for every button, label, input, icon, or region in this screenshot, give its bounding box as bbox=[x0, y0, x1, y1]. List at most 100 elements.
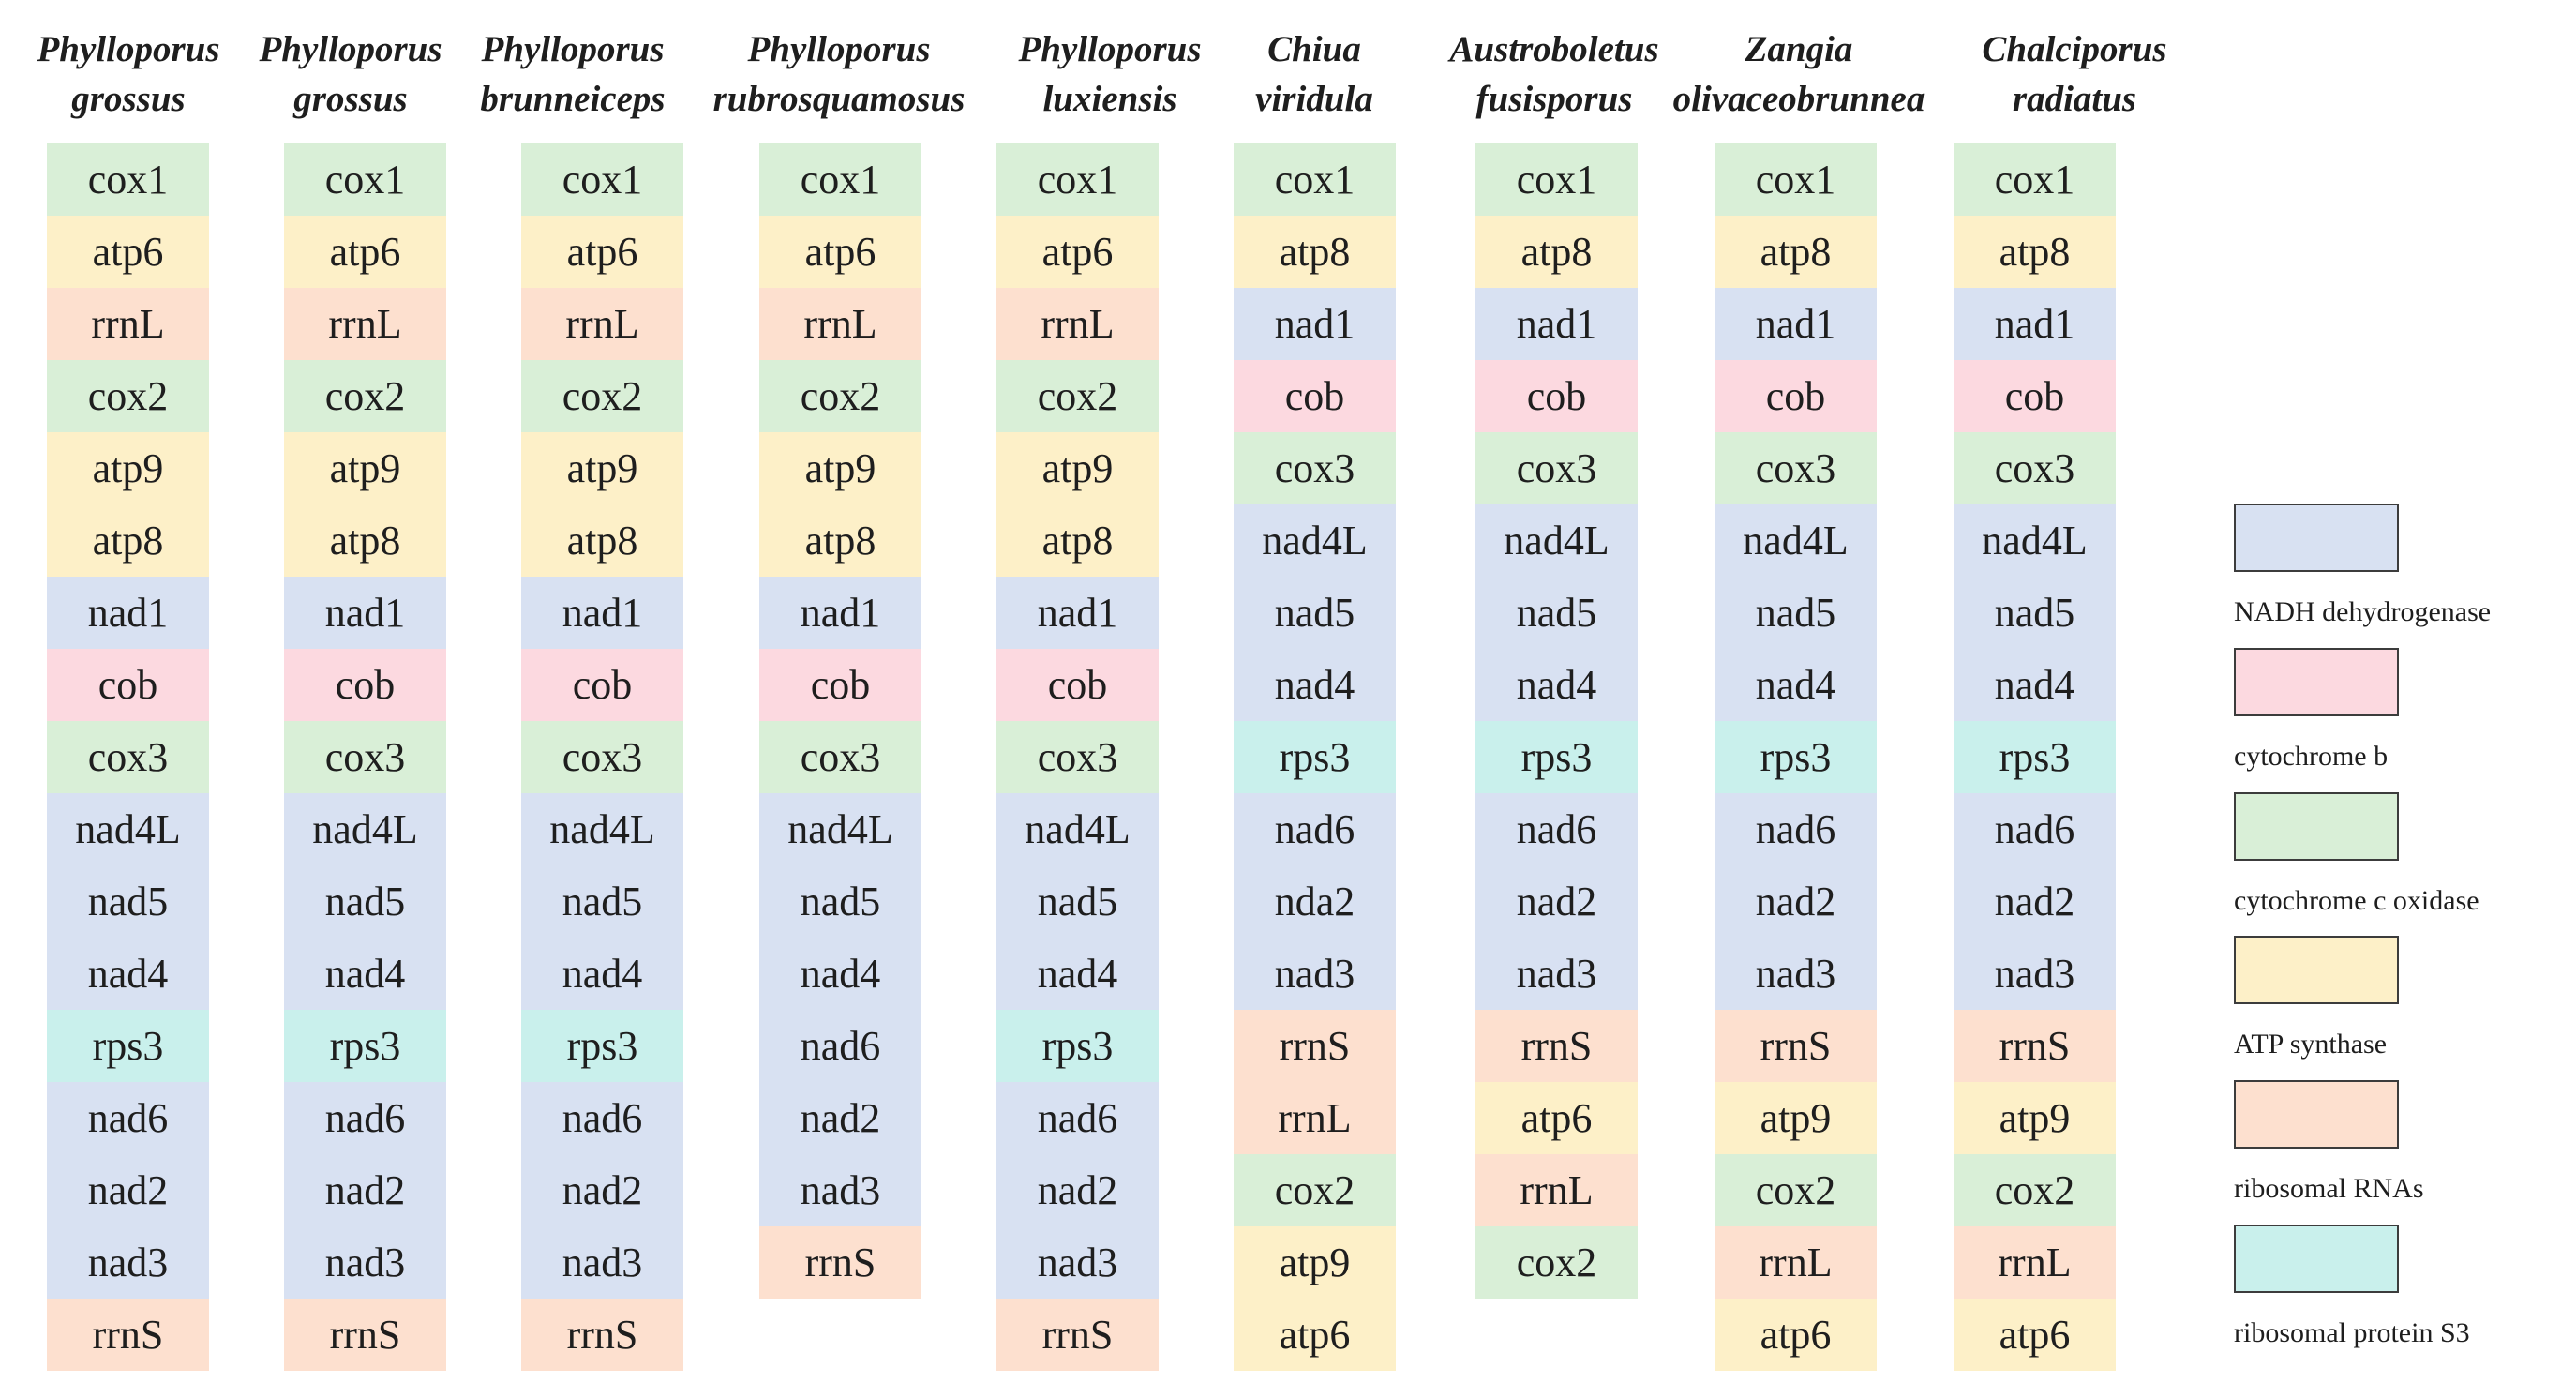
gene-cell-cox3: cox3 bbox=[1715, 432, 1877, 504]
gene-cell-cob: cob bbox=[996, 649, 1159, 721]
gene-cell-nad3: nad3 bbox=[1715, 938, 1877, 1010]
legend-swatch bbox=[2234, 648, 2399, 716]
gene-cell-nad4L: nad4L bbox=[759, 793, 921, 865]
gene-cell-atp8: atp8 bbox=[521, 504, 683, 577]
gene-cell-atp9: atp9 bbox=[1234, 1226, 1396, 1299]
species-name: Phylloporus grossus bbox=[0, 24, 260, 124]
gene-cell-cox2: cox2 bbox=[1475, 1226, 1638, 1299]
gene-cell-cox2: cox2 bbox=[284, 360, 446, 432]
legend-label: ribosomal protein S3 bbox=[2234, 1317, 2470, 1348]
gene-cell-cob: cob bbox=[1234, 360, 1396, 432]
gene-cell-cob: cob bbox=[47, 649, 209, 721]
gene-cell-cob: cob bbox=[284, 649, 446, 721]
gene-cell-rps3: rps3 bbox=[284, 1010, 446, 1082]
gene-cell-cox3: cox3 bbox=[1234, 432, 1396, 504]
gene-cell-nda2: nda2 bbox=[1234, 865, 1396, 938]
gene-cell-nad4: nad4 bbox=[759, 938, 921, 1010]
gene-cell-nad5: nad5 bbox=[759, 865, 921, 938]
gene-cell-nad1: nad1 bbox=[759, 577, 921, 649]
gene-cell-rrnS: rrnS bbox=[1234, 1010, 1396, 1082]
genus-label: Phylloporus bbox=[37, 29, 220, 69]
gene-cell-rrnL: rrnL bbox=[759, 288, 921, 360]
gene-cell-rps3: rps3 bbox=[521, 1010, 683, 1082]
legend-swatch bbox=[2234, 1080, 2399, 1149]
genus-label: Phylloporus bbox=[481, 29, 665, 69]
gene-cell-nad4: nad4 bbox=[521, 938, 683, 1010]
gene-cell-nad3: nad3 bbox=[521, 1226, 683, 1299]
gene-cell-nad4L: nad4L bbox=[284, 793, 446, 865]
gene-cell-nad5: nad5 bbox=[996, 865, 1159, 938]
gene-cell-cob: cob bbox=[759, 649, 921, 721]
gene-cell-nad4: nad4 bbox=[1954, 649, 2116, 721]
gene-cell-cox3: cox3 bbox=[521, 721, 683, 793]
gene-cell-atp9: atp9 bbox=[1954, 1082, 2116, 1154]
gene-cell-cox1: cox1 bbox=[1475, 143, 1638, 216]
legend-item-cytb: cytochrome b bbox=[2234, 648, 2576, 772]
gene-column: cox1 atp8 nad1 cob cox3 nad4L nad5 nad4 rps3 nad6… bbox=[1954, 143, 2116, 1371]
gene-cell-cox3: cox3 bbox=[1954, 432, 2116, 504]
gene-cell-nad1: nad1 bbox=[284, 577, 446, 649]
gene-cell-cob: cob bbox=[1954, 360, 2116, 432]
gene-cell-nad1: nad1 bbox=[1234, 288, 1396, 360]
gene-cell-nad4: nad4 bbox=[47, 938, 209, 1010]
genus-label: Phylloporus bbox=[1018, 29, 1202, 69]
gene-cell-atp8: atp8 bbox=[759, 504, 921, 577]
gene-column: cox1 atp8 nad1 cob cox3 nad4L nad5 nad4 rps3 nad6… bbox=[1715, 143, 1877, 1371]
gene-cell-nad6: nad6 bbox=[1475, 793, 1638, 865]
gene-cell-atp6: atp6 bbox=[521, 216, 683, 288]
gene-cell-rrnS: rrnS bbox=[1475, 1010, 1638, 1082]
gene-cell-rrnS: rrnS bbox=[284, 1299, 446, 1371]
gene-cell-atp8: atp8 bbox=[1954, 216, 2116, 288]
gene-cell-cox2: cox2 bbox=[1954, 1154, 2116, 1226]
legend-swatch bbox=[2234, 1225, 2399, 1293]
species-name: Phylloporus brunneiceps bbox=[442, 24, 704, 124]
gene-cell-nad1: nad1 bbox=[1475, 288, 1638, 360]
legend-label: cytochrome b bbox=[2234, 741, 2389, 772]
species-epithet-label: luxiensis bbox=[1042, 79, 1177, 119]
gene-cell-cox1: cox1 bbox=[1715, 143, 1877, 216]
gene-cell-atp9: atp9 bbox=[996, 432, 1159, 504]
gene-cell-atp6: atp6 bbox=[284, 216, 446, 288]
gene-cell-atp8: atp8 bbox=[47, 504, 209, 577]
gene-cell-cox2: cox2 bbox=[47, 360, 209, 432]
gene-cell-cox1: cox1 bbox=[47, 143, 209, 216]
gene-cell-atp9: atp9 bbox=[284, 432, 446, 504]
gene-cell-cox2: cox2 bbox=[521, 360, 683, 432]
gene-cell-nad4L: nad4L bbox=[996, 793, 1159, 865]
gene-cell-atp8: atp8 bbox=[1475, 216, 1638, 288]
species-name: Chiua viridula bbox=[1183, 24, 1445, 124]
gene-cell-atp8: atp8 bbox=[1715, 216, 1877, 288]
gene-cell-nad6: nad6 bbox=[47, 1082, 209, 1154]
gene-cell-nad2: nad2 bbox=[1954, 865, 2116, 938]
gene-cell-nad6: nad6 bbox=[996, 1082, 1159, 1154]
gene-cell-cox3: cox3 bbox=[284, 721, 446, 793]
gene-cell-nad1: nad1 bbox=[1954, 288, 2116, 360]
species-epithet-label: fusisporus bbox=[1475, 79, 1633, 119]
gene-cell-nad3: nad3 bbox=[996, 1226, 1159, 1299]
gene-cell-cox1: cox1 bbox=[1234, 143, 1396, 216]
gene-cell-nad3: nad3 bbox=[1954, 938, 2116, 1010]
gene-column: cox1 atp6 rrnL cox2 atp9 atp8 nad1 cob cox3 nad4L… bbox=[759, 143, 921, 1299]
gene-cell-cox1: cox1 bbox=[759, 143, 921, 216]
gene-cell-nad4: nad4 bbox=[1234, 649, 1396, 721]
gene-cell-rps3: rps3 bbox=[996, 1010, 1159, 1082]
genus-label: Zangia bbox=[1745, 29, 1853, 69]
gene-cell-rrnS: rrnS bbox=[47, 1299, 209, 1371]
gene-cell-atp6: atp6 bbox=[1234, 1299, 1396, 1371]
gene-cell-rps3: rps3 bbox=[47, 1010, 209, 1082]
species-epithet-label: olivaceobrunnea bbox=[1672, 79, 1925, 119]
legend-swatch bbox=[2234, 504, 2399, 572]
gene-cell-rrnL: rrnL bbox=[47, 288, 209, 360]
gene-cell-nad3: nad3 bbox=[284, 1226, 446, 1299]
gene-cell-rrnL: rrnL bbox=[284, 288, 446, 360]
gene-cell-nad4: nad4 bbox=[996, 938, 1159, 1010]
gene-cell-nad3: nad3 bbox=[47, 1226, 209, 1299]
gene-cell-nad6: nad6 bbox=[521, 1082, 683, 1154]
species-epithet-label: rubrosquamosus bbox=[712, 79, 966, 119]
gene-cell-rrnS: rrnS bbox=[1715, 1010, 1877, 1082]
gene-cell-cob: cob bbox=[1475, 360, 1638, 432]
gene-cell-nad1: nad1 bbox=[1715, 288, 1877, 360]
gene-cell-atp8: atp8 bbox=[996, 504, 1159, 577]
species-name: Austroboletus fusisporus bbox=[1423, 24, 1685, 124]
genus-label: Chalciporus bbox=[1982, 29, 2167, 69]
